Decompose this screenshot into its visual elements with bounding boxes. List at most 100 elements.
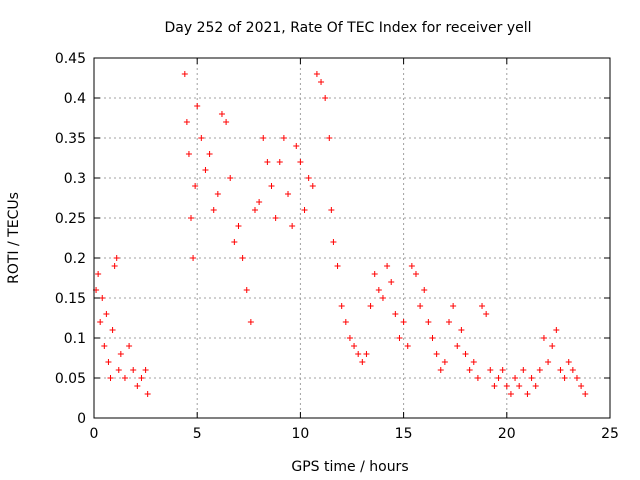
- data-point: [396, 335, 403, 341]
- data-point: [111, 263, 118, 269]
- data-point: [549, 343, 556, 349]
- data-point: [553, 327, 560, 333]
- data-point: [103, 311, 110, 317]
- data-point: [392, 311, 399, 317]
- data-point: [569, 367, 576, 373]
- data-point: [536, 367, 543, 373]
- data-point: [192, 183, 199, 189]
- data-point: [97, 319, 104, 325]
- data-point: [334, 263, 341, 269]
- data-point: [198, 135, 205, 141]
- x-tick-label: 5: [193, 426, 202, 442]
- data-point: [483, 311, 490, 317]
- y-tick-label: 0.45: [55, 51, 86, 67]
- data-point: [512, 375, 519, 381]
- data-point: [101, 343, 108, 349]
- data-point: [243, 287, 250, 293]
- y-tick-label: 0.05: [55, 371, 86, 387]
- data-point: [375, 287, 382, 293]
- data-point: [276, 159, 283, 165]
- data-point: [545, 359, 552, 365]
- data-point: [109, 327, 116, 333]
- y-tick-label: 0.35: [55, 131, 86, 147]
- data-point: [285, 191, 292, 197]
- data-point: [532, 383, 539, 389]
- data-point: [231, 239, 238, 245]
- data-point: [355, 351, 362, 357]
- data-point: [247, 319, 254, 325]
- chart-title: Day 252 of 2021, Rate Of TEC Index for r…: [164, 20, 531, 36]
- data-points: [93, 71, 589, 397]
- y-tick-label: 0.15: [55, 291, 86, 307]
- data-point: [446, 319, 453, 325]
- data-point: [495, 375, 502, 381]
- data-point: [105, 359, 112, 365]
- x-tick-label: 0: [90, 426, 99, 442]
- y-axis-title: ROTI / TECUs: [6, 192, 22, 284]
- data-point: [301, 207, 308, 213]
- data-point: [578, 383, 585, 389]
- data-point: [144, 391, 151, 397]
- data-point: [367, 303, 374, 309]
- data-point: [297, 159, 304, 165]
- data-point: [99, 295, 106, 301]
- y-tick-label: 0: [77, 411, 86, 427]
- data-point: [346, 335, 353, 341]
- data-point: [474, 375, 481, 381]
- data-point: [516, 383, 523, 389]
- x-tick-label: 10: [291, 426, 309, 442]
- data-point: [454, 343, 461, 349]
- y-tick-label: 0.3: [64, 171, 86, 187]
- data-point: [130, 367, 137, 373]
- data-point: [126, 343, 133, 349]
- data-point: [223, 119, 230, 125]
- data-point: [181, 71, 188, 77]
- data-point: [95, 271, 102, 277]
- data-point: [524, 391, 531, 397]
- data-point: [417, 303, 424, 309]
- data-point: [115, 367, 122, 373]
- data-point: [462, 351, 469, 357]
- x-tick-label: 25: [601, 426, 619, 442]
- data-point: [305, 175, 312, 181]
- data-point: [520, 367, 527, 373]
- y-tick-label: 0.4: [64, 91, 86, 107]
- data-point: [293, 143, 300, 149]
- data-point: [433, 351, 440, 357]
- data-point: [557, 367, 564, 373]
- data-point: [134, 383, 141, 389]
- data-point: [272, 215, 279, 221]
- data-point: [421, 287, 428, 293]
- grid: [94, 58, 610, 418]
- data-point: [190, 255, 197, 261]
- y-tick-label: 0.1: [64, 331, 86, 347]
- y-tick-label: 0.25: [55, 211, 86, 227]
- data-point: [450, 303, 457, 309]
- data-point: [503, 383, 510, 389]
- data-point: [561, 375, 568, 381]
- data-point: [441, 359, 448, 365]
- data-point: [280, 135, 287, 141]
- data-point: [210, 207, 217, 213]
- data-point: [582, 391, 589, 397]
- data-point: [264, 159, 271, 165]
- data-point: [404, 343, 411, 349]
- data-point: [183, 119, 190, 125]
- data-point: [251, 207, 258, 213]
- data-point: [479, 303, 486, 309]
- data-point: [458, 327, 465, 333]
- data-point: [408, 263, 415, 269]
- data-point: [206, 151, 213, 157]
- data-point: [227, 175, 234, 181]
- data-point: [429, 335, 436, 341]
- data-point: [565, 359, 572, 365]
- data-point: [540, 335, 547, 341]
- data-point: [117, 351, 124, 357]
- data-point: [107, 375, 114, 381]
- data-point: [121, 375, 128, 381]
- y-tick-label: 0.2: [64, 251, 86, 267]
- data-point: [412, 271, 419, 277]
- data-point: [142, 367, 149, 373]
- data-point: [388, 279, 395, 285]
- data-point: [313, 71, 320, 77]
